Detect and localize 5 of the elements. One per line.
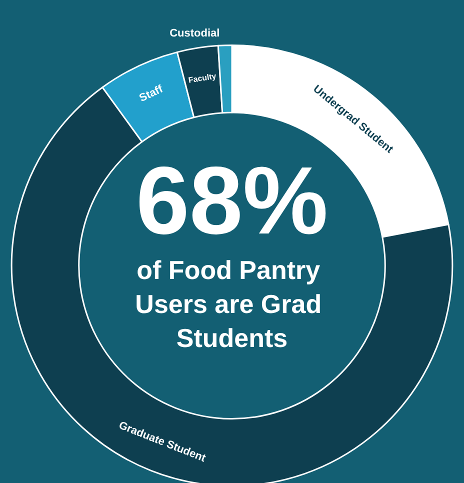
slice-label: Custodial — [170, 27, 220, 40]
text: 68% — [136, 148, 328, 254]
slice-label: Faculty — [188, 72, 218, 85]
text: of Food Pantry Users are Grad Students — [135, 255, 329, 353]
slice-label: Staff — [138, 83, 166, 105]
